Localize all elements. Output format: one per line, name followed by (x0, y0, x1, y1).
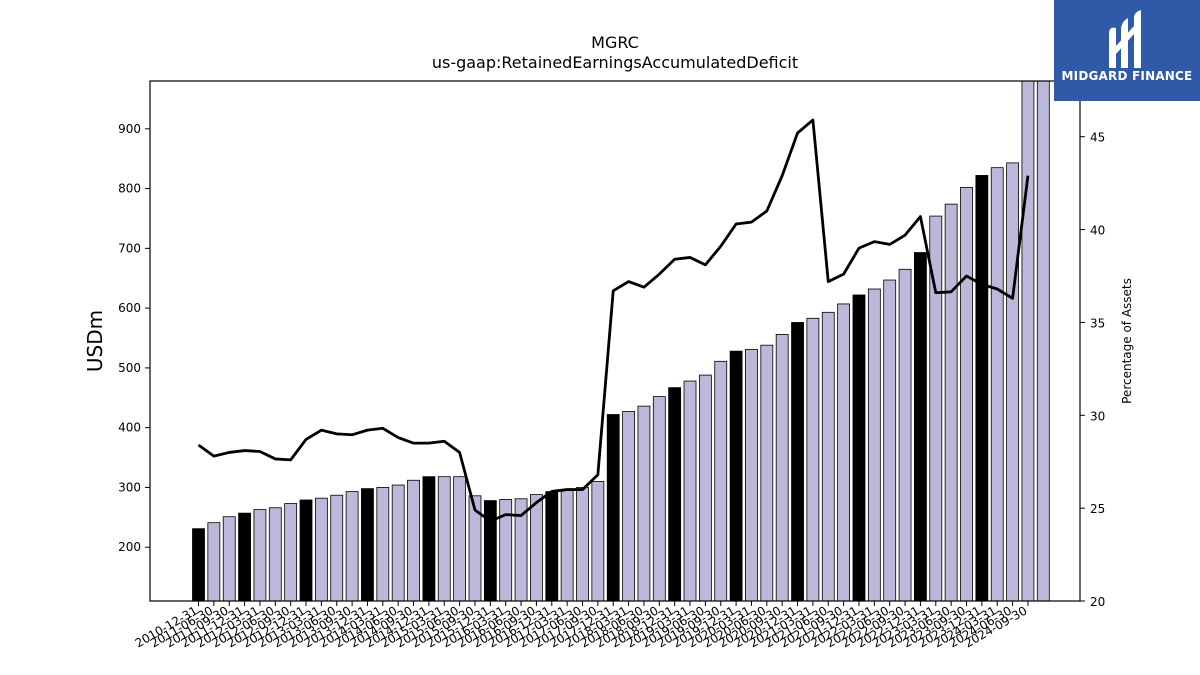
bar (591, 481, 605, 602)
bar (314, 497, 328, 602)
y2-tick-label: 45 (1090, 131, 1105, 145)
bar (714, 360, 728, 602)
y-axis-right: 20 25 30 35 40 45 (1080, 131, 1105, 609)
x-axis: 2010-12-312011-06-302011-09-302011-12-31… (133, 601, 1029, 650)
y-tick-label: 700 (118, 241, 141, 255)
bar (852, 294, 866, 602)
brand-name: MIDGARD FINANCE (1061, 69, 1193, 83)
bar (437, 476, 451, 602)
bar (207, 522, 221, 602)
y2-tick-label: 25 (1090, 502, 1105, 516)
y-axis-left: 200 300 400 500 600 700 800 900 (118, 122, 150, 554)
bar (391, 484, 405, 602)
bar (975, 175, 989, 602)
bar (1006, 162, 1019, 602)
y-tick-label: 200 (118, 540, 141, 554)
y2-axis-label: Percentage of Assets (1120, 278, 1134, 404)
bar (622, 411, 635, 602)
bar (729, 350, 743, 602)
y-tick-label: 400 (118, 421, 141, 435)
bar (545, 491, 559, 602)
bar (760, 344, 774, 602)
bar (530, 494, 543, 602)
chart-title: MGRC (591, 33, 639, 52)
y-axis-label: USDm (83, 310, 107, 372)
bar (837, 303, 851, 602)
bar (791, 322, 804, 602)
bar (299, 499, 313, 602)
y2-tick-label: 30 (1090, 409, 1105, 423)
line-layer (197, 118, 1030, 523)
y2-tick-label: 40 (1090, 224, 1105, 238)
bar (268, 507, 282, 602)
bar (407, 479, 420, 602)
bar (422, 476, 436, 602)
y-tick-label: 900 (118, 122, 141, 136)
y-tick-label: 300 (118, 480, 141, 494)
bar (345, 491, 359, 602)
percentage-line (197, 118, 1030, 523)
bar (376, 487, 390, 602)
bar (637, 405, 651, 602)
chart-subtitle: us-gaap:RetainedEarningsAccumulatedDefic… (432, 53, 798, 72)
bar (192, 528, 205, 602)
y-tick-label: 600 (118, 301, 141, 315)
bar (576, 487, 589, 602)
bar (898, 268, 912, 602)
bar (698, 374, 712, 602)
plot-frame (149, 80, 1081, 602)
bar (1036, 80, 1050, 602)
bar (560, 490, 574, 602)
bar (284, 503, 298, 602)
bar (775, 334, 789, 602)
bar (668, 387, 682, 602)
y-tick-label: 500 (118, 361, 141, 375)
y2-tick-label: 35 (1090, 316, 1105, 330)
bar (606, 414, 620, 602)
bar (867, 288, 881, 602)
bar (330, 494, 344, 602)
bar (253, 509, 267, 602)
bar (821, 311, 835, 602)
bar (222, 516, 236, 602)
bar (914, 252, 927, 602)
brand-logo-box: MIDGARD FINANCE (1054, 0, 1200, 101)
bar (960, 186, 973, 602)
bar (990, 167, 1004, 602)
bar (806, 317, 820, 602)
bar (944, 203, 958, 602)
midgard-logo-icon (1109, 10, 1141, 68)
bar (483, 500, 497, 602)
bar (361, 488, 374, 602)
bar (652, 396, 666, 602)
y-tick-label: 800 (118, 182, 141, 196)
y2-tick-label: 20 (1090, 595, 1105, 609)
bar (238, 512, 251, 602)
bar (745, 348, 758, 602)
bars-layer (192, 80, 1050, 602)
bar (683, 380, 697, 602)
bar (1021, 80, 1035, 602)
bar (453, 476, 467, 602)
bar (883, 279, 897, 602)
